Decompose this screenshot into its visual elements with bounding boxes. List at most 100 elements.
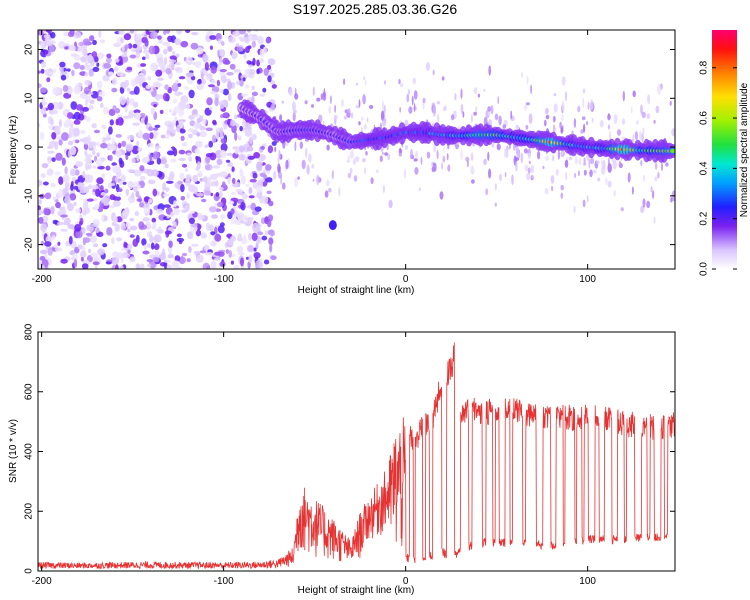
heat-cell — [112, 165, 121, 174]
heat-cell — [565, 172, 568, 181]
heat-cell — [334, 104, 336, 114]
heat-cell — [163, 48, 168, 55]
heat-cell — [147, 263, 151, 268]
heat-cell — [174, 67, 181, 72]
heat-cell — [349, 150, 354, 159]
heat-cell — [236, 114, 241, 118]
heat-cell — [515, 124, 519, 130]
heat-cell — [55, 152, 63, 161]
heat-cell — [413, 103, 416, 112]
heat-cell — [328, 105, 332, 114]
heat-cell — [657, 172, 660, 179]
heat-cell — [613, 190, 616, 197]
heat-cell — [653, 119, 656, 124]
heat-cell — [95, 188, 101, 197]
heat-cell — [193, 250, 200, 255]
heat-cell — [254, 260, 261, 269]
heat-cell — [462, 111, 465, 118]
heat-cell — [202, 53, 209, 63]
heat-cell — [40, 68, 45, 74]
heat-cell — [56, 221, 65, 225]
heat-cell — [61, 132, 69, 141]
heat-cell — [116, 252, 123, 259]
heat-cell — [494, 113, 499, 121]
heat-cell — [222, 181, 226, 188]
heat-cell — [145, 212, 149, 216]
heat-cell — [125, 154, 129, 160]
heat-cell — [38, 179, 43, 187]
heat-cell — [68, 235, 73, 245]
heat-cell — [64, 46, 69, 50]
heat-cell — [94, 129, 100, 134]
heat-cell — [40, 41, 45, 50]
heat-cell — [81, 227, 86, 235]
heat-cell — [553, 93, 557, 97]
heat-cell — [64, 166, 68, 175]
heat-cell — [208, 140, 213, 148]
colorbar-label: Normalized spectral amplitude — [739, 82, 750, 217]
heat-cell — [398, 78, 401, 85]
heat-cell — [573, 205, 576, 214]
heat-cell — [146, 243, 151, 249]
heat-cell — [92, 124, 97, 128]
heat-cell — [597, 177, 601, 182]
x-tick-label: 0 — [403, 274, 409, 285]
heat-cell — [230, 216, 238, 225]
heat-cell — [235, 43, 240, 48]
heat-cell — [502, 124, 507, 129]
heat-cell — [170, 128, 177, 134]
heat-cell — [158, 38, 163, 44]
heat-cell — [99, 102, 104, 109]
heat-cell — [153, 234, 162, 243]
heat-cell — [607, 180, 612, 188]
heat-cell — [237, 145, 245, 154]
heat-cell — [150, 62, 158, 72]
heat-cell — [97, 165, 105, 170]
heat-cell — [132, 181, 139, 189]
heat-cell — [219, 48, 226, 58]
heat-cell — [621, 118, 626, 125]
heat-cell — [136, 140, 140, 148]
heat-cell — [100, 197, 109, 204]
heat-cell — [154, 250, 160, 257]
x-tick-label: -100 — [214, 576, 234, 587]
heat-cell — [383, 105, 386, 114]
heat-cell — [642, 174, 646, 182]
heat-cell — [40, 223, 47, 233]
heat-cell — [117, 142, 122, 149]
heat-cell — [460, 103, 464, 114]
heat-cell — [236, 46, 244, 52]
heat-cell — [388, 199, 393, 209]
heat-cell — [91, 149, 96, 156]
heat-cell — [217, 201, 224, 208]
heat-cell — [223, 123, 228, 130]
heat-cell — [607, 124, 611, 130]
heat-cell — [100, 142, 108, 149]
heat-cell — [588, 158, 591, 169]
heat-cell — [418, 187, 421, 192]
heat-cell — [186, 152, 192, 157]
heat-cell — [83, 186, 90, 194]
heat-cell — [58, 188, 64, 198]
x-tick-label: -200 — [32, 576, 52, 587]
heat-cell — [136, 198, 143, 202]
heat-cell — [557, 149, 561, 160]
heat-cell — [450, 114, 455, 121]
heat-cell — [202, 176, 208, 183]
heat-cell — [142, 56, 146, 61]
heat-cell — [354, 156, 358, 160]
heat-cell — [154, 83, 163, 87]
heat-cell — [215, 208, 221, 212]
heat-cell — [636, 119, 639, 126]
heat-cell — [123, 115, 131, 119]
heat-cell — [220, 104, 225, 110]
heat-cell — [130, 47, 135, 52]
heat-cell — [208, 84, 215, 88]
heat-cell — [199, 126, 206, 131]
heat-cell — [58, 176, 64, 185]
heat-cell — [82, 38, 91, 46]
heat-cell — [111, 237, 115, 245]
heat-cell — [88, 104, 94, 110]
heat-cell — [67, 224, 75, 230]
heat-cell — [622, 90, 625, 102]
